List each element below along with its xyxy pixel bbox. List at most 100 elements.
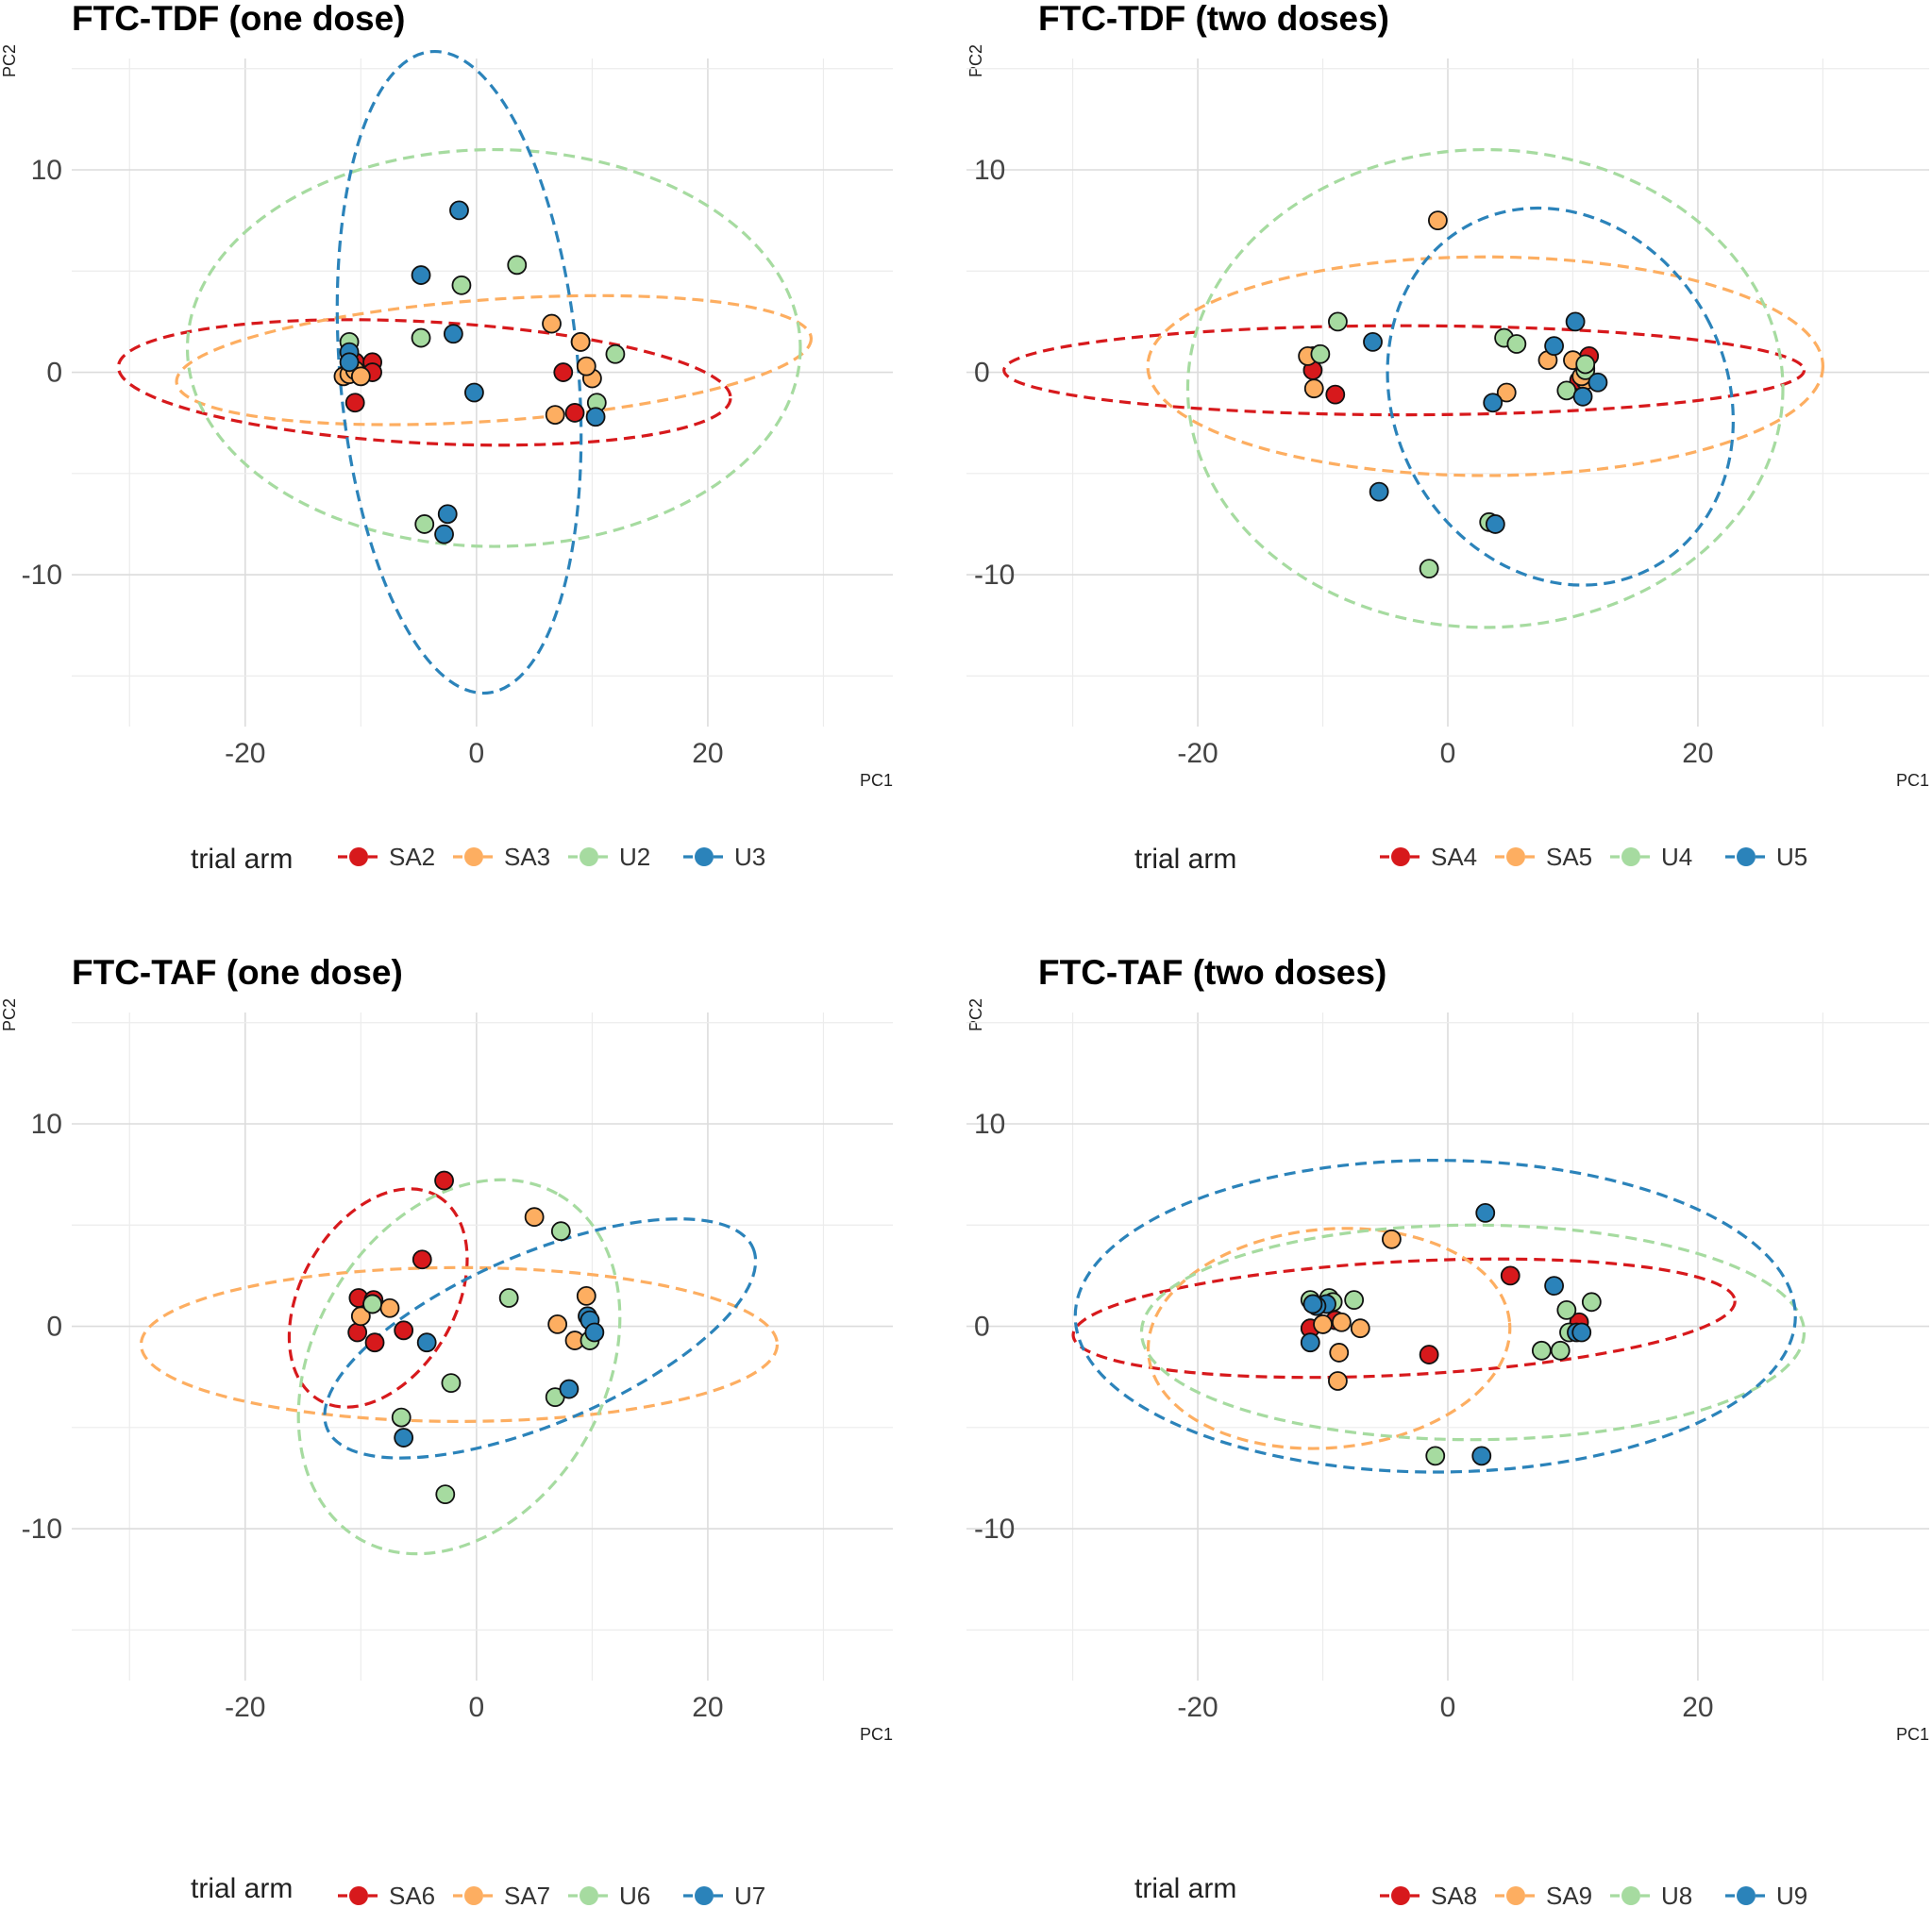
data-point-u5 (1572, 386, 1593, 407)
y-tick-label: 0 (46, 358, 62, 389)
confidence-ellipse-sa9 (1146, 1227, 1512, 1450)
scatter-plot: FTC-TAF (one dose) PC2 PC1 trial arm -20… (0, 954, 893, 1908)
data-point-sa8 (1500, 1265, 1520, 1286)
x-tick-label: -20 (1177, 1692, 1218, 1723)
data-point-sa6 (394, 1320, 414, 1341)
legend-item-u4: U4 (1610, 843, 1692, 871)
data-point-sa9 (1328, 1371, 1348, 1391)
data-point-u5 (1485, 514, 1505, 534)
legend-key (464, 1886, 483, 1905)
data-point-u5 (1369, 481, 1389, 502)
confidence-ellipse-sa5 (1146, 255, 1825, 477)
data-point-u3 (449, 200, 469, 221)
data-point-u3 (585, 407, 606, 427)
data-point-u2 (451, 275, 472, 295)
data-point-u8 (1556, 1299, 1577, 1320)
legend-label: SA4 (1431, 843, 1477, 871)
data-point-u7 (559, 1379, 580, 1399)
chart-panel-ftc-taf-two-doses: FTC-TAF (two doses) PC2 PC1 trial arm -2… (966, 954, 1932, 1908)
confidence-ellipse-sa3 (175, 293, 814, 427)
confidence-ellipse-u9 (1073, 1159, 1797, 1474)
data-point-u2 (411, 327, 431, 348)
legend-label: U2 (619, 843, 650, 871)
legend-title: trial arm (1134, 1873, 1236, 1904)
legend-label: SA6 (389, 1882, 435, 1908)
data-point-u5 (1588, 372, 1608, 393)
data-point-u9 (1475, 1202, 1496, 1223)
legend-key (349, 1886, 368, 1905)
y-tick-label: 10 (974, 1109, 1005, 1140)
legend-label: U9 (1776, 1882, 1807, 1908)
data-point-u5 (1483, 393, 1504, 413)
data-point-u9 (1571, 1322, 1592, 1343)
legend-label: U5 (1776, 843, 1807, 871)
scatter-plot: FTC-TDF (one dose) PC2 PC1 trial arm -20… (0, 0, 893, 875)
data-point-u6 (362, 1294, 382, 1314)
legend-label: U8 (1661, 1882, 1692, 1908)
legend-item-sa9: SA9 (1495, 1882, 1592, 1908)
legend-label: U4 (1661, 843, 1692, 871)
data-point-u7 (416, 1332, 437, 1353)
data-point-u4 (1575, 354, 1596, 375)
legend-label: U7 (734, 1882, 765, 1908)
data-point-u9 (1544, 1276, 1564, 1297)
data-point-u7 (584, 1322, 605, 1343)
data-point-sa3 (570, 331, 591, 352)
data-point-u5 (1544, 336, 1564, 357)
legend-key (1391, 847, 1410, 866)
chart-title: FTC-TAF (one dose) (72, 954, 403, 992)
legend-title: trial arm (191, 844, 293, 875)
data-point-sa9 (1350, 1318, 1370, 1339)
legend-key (464, 847, 483, 866)
data-point-u3 (464, 382, 484, 403)
data-point-u9 (1302, 1294, 1323, 1314)
legend-key (580, 847, 598, 866)
y-axis-label: PC2 (966, 44, 985, 77)
data-point-sa7 (350, 1306, 371, 1327)
chart-panel-ftc-tdf-one-dose: FTC-TDF (one dose) PC2 PC1 trial arm -20… (0, 0, 966, 954)
confidence-ellipse-u7 (323, 1217, 758, 1460)
data-point-u5 (1565, 311, 1586, 332)
legend-item-sa5: SA5 (1495, 843, 1592, 871)
legend-key (1391, 1886, 1410, 1905)
legend-item-u7: U7 (683, 1882, 765, 1908)
legend-label: U3 (734, 843, 765, 871)
data-point-u2 (605, 343, 626, 364)
confidence-ellipse-sa6 (287, 1187, 469, 1409)
x-tick-label: 0 (469, 1692, 485, 1723)
y-tick-label: 0 (46, 1312, 62, 1343)
x-tick-label: 20 (692, 738, 723, 769)
legend-key (1506, 847, 1525, 866)
confidence-ellipse-u5 (1386, 206, 1735, 587)
data-point-sa2 (553, 362, 574, 382)
data-point-sa3 (542, 313, 562, 334)
data-point-u3 (434, 524, 454, 544)
data-point-u8 (1550, 1340, 1571, 1361)
y-tick-label: -10 (22, 560, 62, 591)
y-tick-label: 0 (974, 358, 990, 389)
legend-key (580, 1886, 598, 1905)
data-point-sa7 (576, 1285, 596, 1306)
y-tick-label: -10 (974, 1514, 1015, 1545)
data-point-sa6 (364, 1332, 385, 1353)
legend-key (1621, 1886, 1640, 1905)
legend-key (695, 1886, 714, 1905)
data-point-u2 (414, 514, 435, 534)
x-tick-label: -20 (225, 738, 265, 769)
data-point-u6 (391, 1407, 412, 1428)
scatter-plot: FTC-TAF (two doses) PC2 PC1 trial arm -2… (966, 954, 1929, 1908)
y-tick-label: -10 (974, 560, 1015, 591)
data-point-u6 (550, 1221, 571, 1242)
legend-item-u6: U6 (568, 1882, 650, 1908)
data-point-u4 (1328, 311, 1348, 332)
x-tick-label: 20 (692, 1692, 723, 1723)
y-axis-label: PC2 (966, 998, 985, 1031)
data-point-u4 (1419, 559, 1439, 579)
data-point-u6 (498, 1288, 519, 1308)
legend-item-sa7: SA7 (453, 1882, 550, 1908)
data-point-u3 (339, 352, 360, 373)
data-point-u3 (437, 504, 458, 525)
data-point-u6 (441, 1373, 462, 1394)
legend-item-u5: U5 (1725, 843, 1807, 871)
data-point-sa6 (347, 1322, 368, 1343)
